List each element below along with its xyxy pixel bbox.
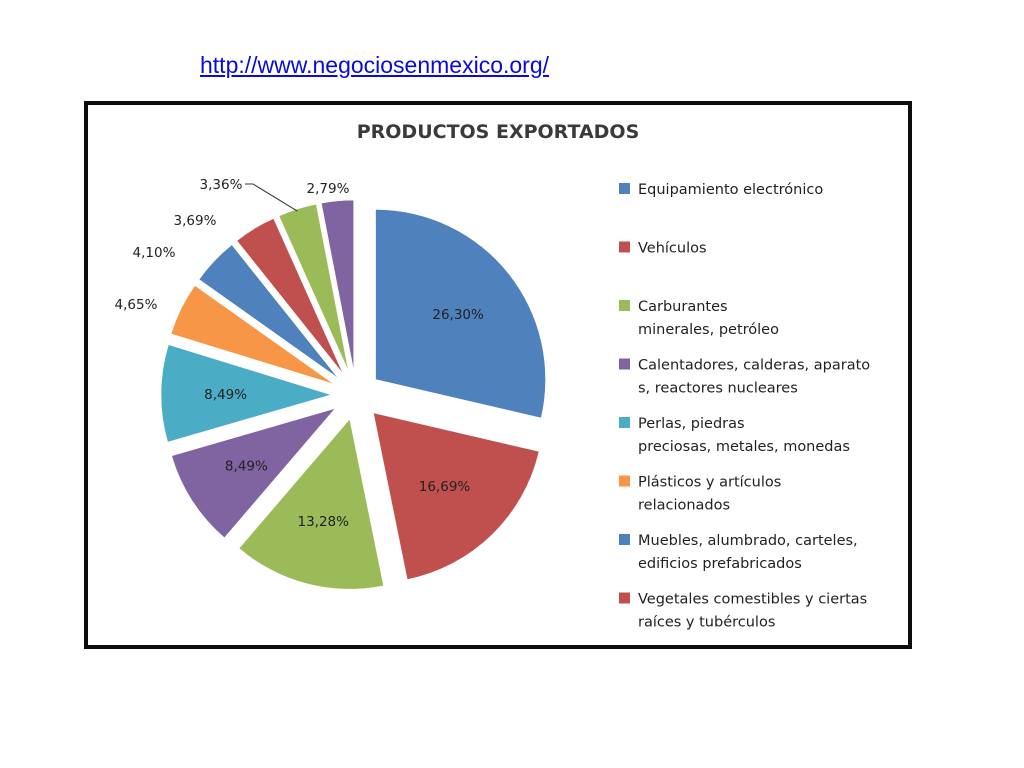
legend-label-3: Carburantes [638,299,728,315]
legend-label-7: Muebles, alumbrado, carteles, [638,533,858,549]
pie-data-label-4: 8,49% [225,459,268,475]
legend-swatch-4 [619,359,630,370]
chart-title: PRODUCTOS EXPORTADOS [357,121,640,143]
legend-label-8: Vegetales comestibles y ciertas [638,592,867,608]
legend-swatch-1 [619,183,630,194]
legend-swatch-6 [619,476,630,487]
legend-label-5: Perlas, piedras [638,416,745,432]
legend-label-1: Equipamiento electrónico [638,182,823,198]
legend-swatch-5 [619,417,630,428]
legend-label-6: Plásticos y artículos [638,475,781,491]
pie-data-label-6: 4,65% [115,297,158,313]
legend: Equipamiento electrónico Vehículos Carbura… [619,182,870,631]
pie-slice-2 [373,413,539,580]
legend-swatch-3 [619,300,630,311]
legend-label-5: preciosas, metales, monedas [638,439,850,455]
pie-chart: PRODUCTOS EXPORTADOS 26,30% 16,69% 13,28% 8… [88,105,908,645]
legend-label-4: s, reactores nucleares [638,381,798,397]
pie-leader-line [245,184,297,211]
legend-swatch-8 [619,593,630,604]
legend-label-8: raíces y tubérculos [638,615,775,631]
pie-data-label-7: 4,10% [133,245,176,261]
pie-data-label-3: 13,28% [298,514,350,530]
pie-data-label-5: 8,49% [204,387,247,403]
pie-data-label-9: 3,36% [200,177,243,193]
source-link[interactable]: http://www.negociosenmexico.org/ [200,52,549,79]
legend-label-3: minerales, petróleo [638,322,779,338]
legend-label-7: edificios prefabricados [638,556,802,572]
pie-data-label-10: 2,79% [307,181,350,197]
legend-label-2: Vehículos [638,241,707,257]
pie-data-label-2: 16,69% [419,479,471,495]
legend-label-6: relacionados [638,498,730,514]
pie-data-label-8: 3,69% [174,213,217,229]
legend-swatch-7 [619,534,630,545]
legend-label-4: Calentadores, calderas, aparato [638,358,870,374]
chart-frame: PRODUCTOS EXPORTADOS 26,30% 16,69% 13,28% 8… [84,101,912,649]
legend-swatch-2 [619,242,630,253]
pie-data-label-1: 26,30% [432,307,484,323]
